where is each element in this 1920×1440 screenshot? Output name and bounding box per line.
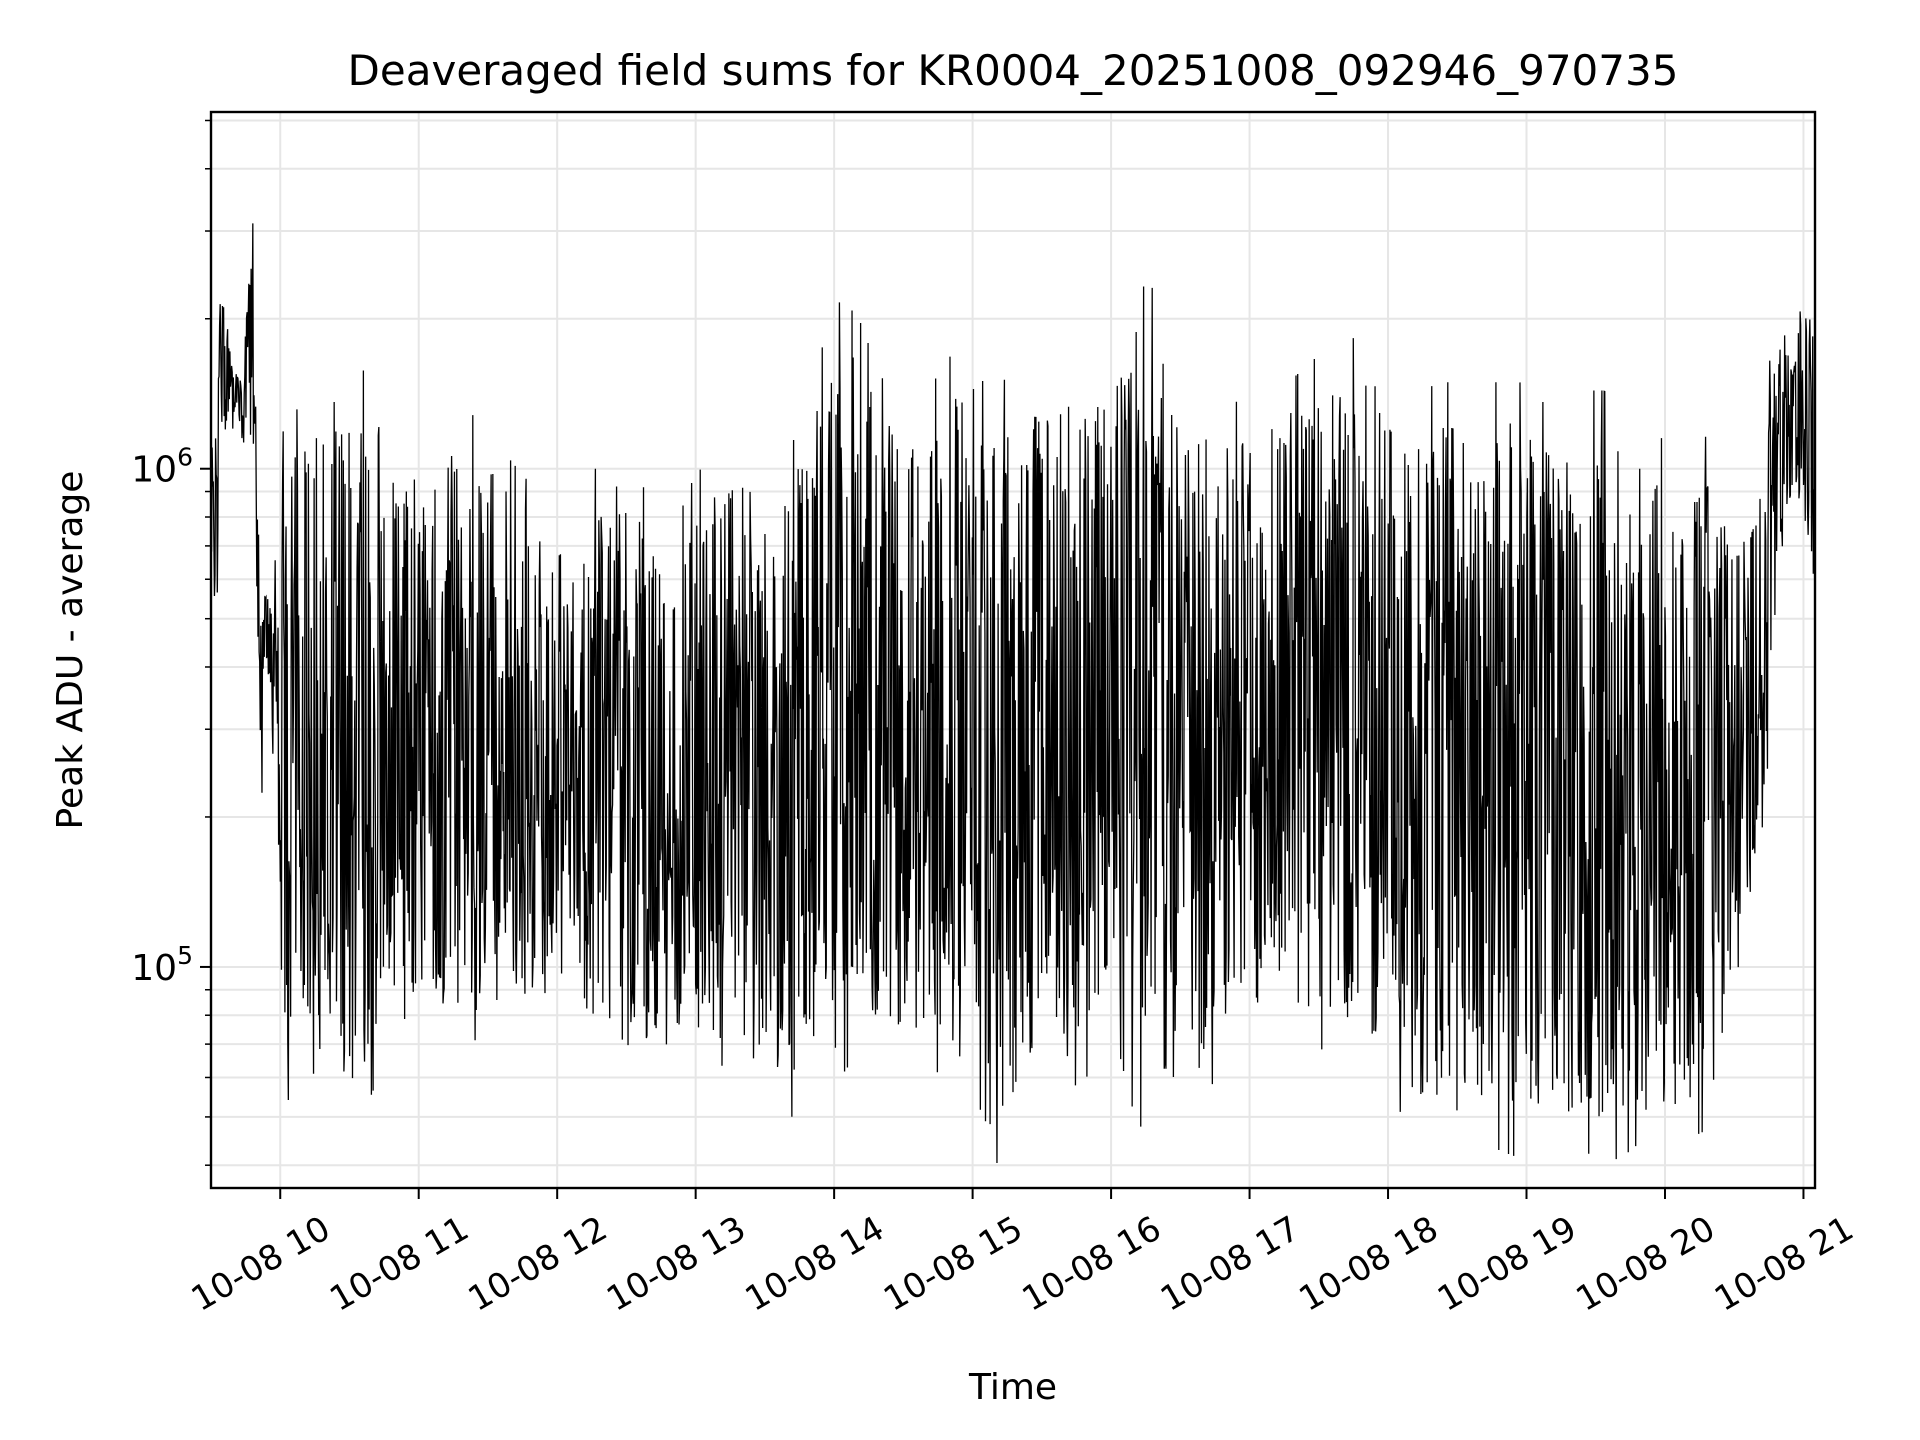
- x-tick-label: 10-08 19: [1431, 1209, 1583, 1320]
- x-tick-label: 10-08 12: [462, 1209, 614, 1320]
- y-tick-exponent: 6: [177, 443, 193, 472]
- series-line: [210, 223, 1816, 1164]
- chart-title: Deaveraged field sums for KR0004_2025100…: [348, 46, 1679, 95]
- y-axis-label: Peak ADU - average: [50, 471, 91, 830]
- x-tick-label: 10-08 21: [1708, 1209, 1860, 1320]
- x-tick-label: 10-08 10: [185, 1209, 337, 1320]
- y-tick-label: 106: [131, 443, 193, 491]
- y-tick-label: 105: [131, 941, 193, 989]
- data-layer: [210, 223, 1816, 1164]
- x-tick-label: 10-08 13: [600, 1209, 752, 1320]
- x-tick-label: 10-08 18: [1293, 1209, 1445, 1320]
- plot-frame: [209, 110, 1817, 1190]
- x-tick-label: 10-08 11: [323, 1209, 475, 1320]
- x-tick-label: 10-08 20: [1569, 1209, 1721, 1320]
- y-tick-exponent: 5: [177, 941, 193, 970]
- x-axis-label: Time: [968, 1367, 1057, 1408]
- y-tick-base: 10: [131, 450, 177, 491]
- x-tick-label: 10-08 16: [1016, 1209, 1168, 1320]
- x-tick-label: 10-08 15: [877, 1209, 1029, 1320]
- x-tick-label: 10-08 17: [1154, 1209, 1306, 1320]
- y-tick-base: 10: [131, 948, 177, 989]
- x-tick-label: 10-08 14: [739, 1209, 891, 1320]
